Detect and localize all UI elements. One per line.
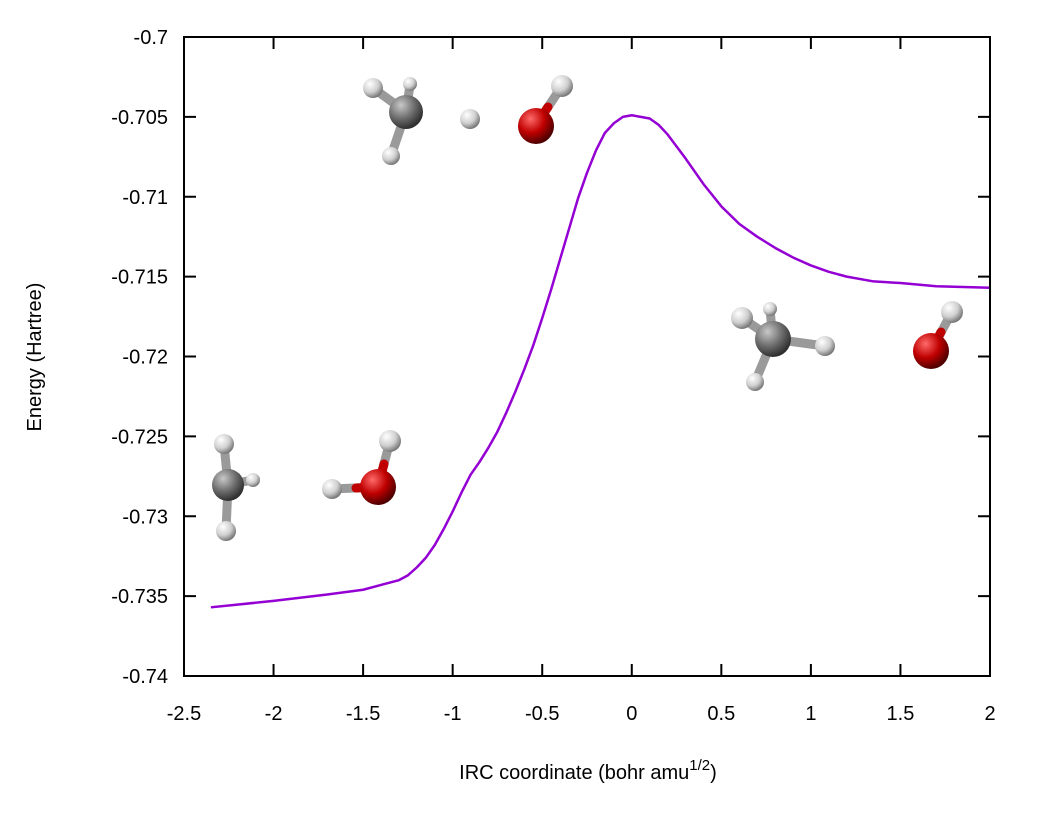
x-axis-title-superscript: 1/2	[689, 757, 710, 774]
axis-ticks	[183, 36, 991, 677]
energy-curve	[210, 114, 991, 609]
x-axis-title-main: IRC coordinate (bohr amu	[459, 762, 689, 784]
y-tick-label: -0.725	[111, 426, 168, 448]
x-tick-label: 1.5	[887, 703, 915, 725]
x-tick-label: -1	[444, 703, 462, 725]
y-tick-label: -0.735	[111, 586, 168, 608]
x-tick-label: -2.5	[167, 703, 201, 725]
x-tick-label: -0.5	[525, 703, 559, 725]
x-tick-label: -2	[265, 703, 283, 725]
y-tick-label: -0.7	[134, 27, 168, 49]
molecule-products	[731, 301, 963, 391]
x-tick-label: 1	[805, 703, 816, 725]
x-axis-title: IRC coordinate (bohr amu1/2)	[459, 757, 717, 784]
x-axis-title-suffix: )	[710, 762, 717, 784]
y-tick-label: -0.72	[122, 347, 168, 369]
x-tick-label: 2	[984, 703, 995, 725]
y-axis-title: Energy (Hartree)	[24, 283, 46, 432]
y-tick-label: -0.71	[122, 187, 168, 209]
plot-frame	[183, 36, 991, 677]
y-tick-label: -0.74	[122, 666, 168, 688]
molecule-transition-state	[363, 75, 573, 165]
x-tick-label: -1.5	[346, 703, 380, 725]
y-tick-label: -0.73	[122, 506, 168, 528]
y-tick-label: -0.715	[111, 267, 168, 289]
tick-labels: -2.5 -2 -1.5 -1 -0.5 0 0.5 1 1.5 2 -0.74 -0.735 -0.7…	[111, 27, 995, 725]
x-tick-label: 0.5	[707, 703, 735, 725]
x-tick-label: 0	[626, 703, 637, 725]
molecule-reactants	[212, 430, 401, 541]
y-tick-label: -0.705	[111, 107, 168, 129]
